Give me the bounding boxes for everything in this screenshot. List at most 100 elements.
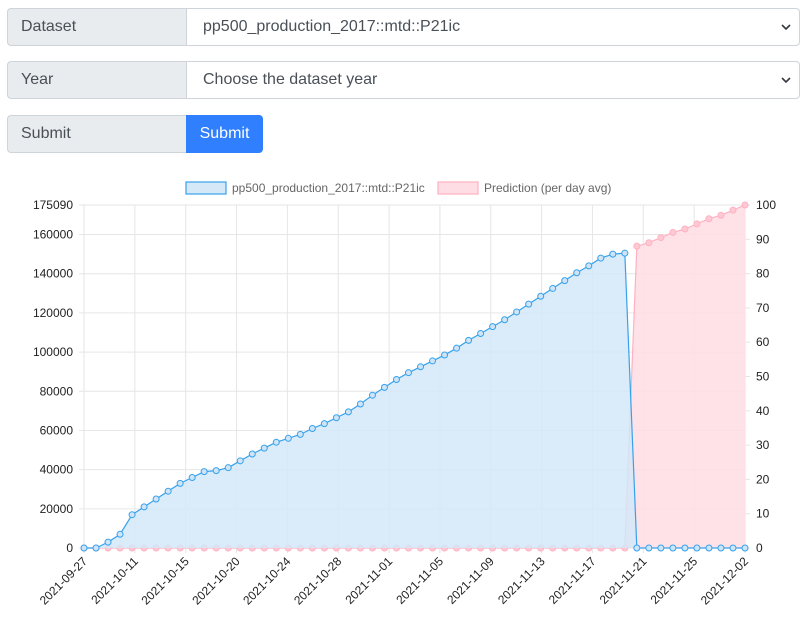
data-point <box>104 538 112 546</box>
data-point <box>320 420 328 428</box>
submit-label: Submit <box>7 115 186 153</box>
data-point <box>116 530 124 538</box>
y-right-tick-label: 0 <box>756 541 763 555</box>
data-point <box>609 250 617 258</box>
chevron-down-icon <box>781 77 791 84</box>
data-point <box>429 357 437 365</box>
x-tick-label: 2021-10-28 <box>291 554 345 608</box>
data-point <box>513 308 521 316</box>
data-point <box>92 544 100 552</box>
y-left-tick-label: 60000 <box>40 423 74 437</box>
chart-legend: pp500_production_2017::mtd::P21ic Predict… <box>185 181 611 195</box>
data-point <box>693 220 701 228</box>
y-left-tick-label: 100000 <box>33 345 73 359</box>
legend-swatch <box>437 181 479 195</box>
x-tick-label: 2021-11-05 <box>393 554 446 607</box>
data-point <box>681 544 689 552</box>
data-point <box>717 544 725 552</box>
dataset-select-value: pp500_production_2017::mtd::P21ic <box>203 18 461 35</box>
data-point <box>128 511 136 519</box>
data-point <box>417 363 425 371</box>
series-area <box>84 253 745 549</box>
x-tick-label: 2021-12-02 <box>698 554 752 608</box>
data-point <box>368 391 376 399</box>
y-left-tick-label: 120000 <box>33 306 73 320</box>
y-right-tick-label: 90 <box>756 232 770 246</box>
y-right-tick-label: 60 <box>756 335 770 349</box>
x-tick-label: 2021-11-25 <box>648 554 701 607</box>
data-point <box>477 329 485 337</box>
data-point <box>657 544 665 552</box>
dataset-label: Dataset <box>7 8 186 46</box>
y-right-tick-label: 30 <box>756 438 770 452</box>
data-point <box>645 544 653 552</box>
data-point <box>453 344 461 352</box>
data-point <box>741 201 749 209</box>
x-tick-label: 2021-11-09 <box>444 554 497 607</box>
chart-series <box>80 201 749 552</box>
chart: 2021-09-272021-10-112021-10-152021-10-20… <box>33 181 776 608</box>
submit-button[interactable]: Submit <box>186 115 263 153</box>
y-left-tick-label: 160000 <box>33 228 73 242</box>
data-point <box>344 408 352 416</box>
data-point <box>633 242 641 250</box>
legend-label: Prediction (per day avg) <box>484 181 611 195</box>
data-point <box>573 269 581 277</box>
year-label: Year <box>7 61 186 99</box>
data-point <box>296 430 304 438</box>
y-right-tick-label: 100 <box>756 198 776 212</box>
data-point <box>489 323 497 331</box>
data-point <box>308 425 316 432</box>
y-left-tick-label: 0 <box>66 541 73 555</box>
y-right-tick-label: 10 <box>756 507 770 521</box>
data-point <box>356 400 364 408</box>
y-left-tick-label: 20000 <box>40 502 74 516</box>
data-point <box>200 468 208 476</box>
data-point <box>717 211 725 219</box>
data-point <box>741 544 749 552</box>
data-point <box>164 487 172 495</box>
data-point <box>260 444 268 452</box>
x-tick-label: 2021-11-01 <box>343 554 396 607</box>
x-tick-label: 2021-10-11 <box>88 554 141 607</box>
data-point <box>152 495 160 503</box>
data-point <box>729 544 737 552</box>
year-select[interactable]: Choose the dataset year <box>186 61 800 99</box>
y-left-tick-label: 40000 <box>40 463 74 477</box>
data-point <box>621 249 629 257</box>
data-point <box>693 544 701 552</box>
legend-label: pp500_production_2017::mtd::P21ic <box>232 181 425 195</box>
data-point <box>380 383 388 391</box>
data-point <box>441 351 449 359</box>
data-point <box>392 376 400 384</box>
data-point <box>597 254 605 262</box>
data-point <box>272 438 280 446</box>
legend-swatch <box>185 181 227 195</box>
data-point <box>236 457 244 465</box>
data-point <box>332 414 340 422</box>
y-right-tick-label: 70 <box>756 301 770 315</box>
data-point <box>525 300 533 308</box>
y-left-tick-label: 175090 <box>33 198 73 212</box>
y-right-tick-label: 80 <box>756 267 770 281</box>
data-point <box>248 450 256 458</box>
year-select-value: Choose the dataset year <box>203 71 378 88</box>
x-tick-label: 2021-10-15 <box>139 554 193 608</box>
data-point <box>140 503 148 511</box>
data-point <box>176 479 184 487</box>
data-point <box>657 234 665 242</box>
y-right-tick-label: 20 <box>756 472 770 486</box>
y-right-tick-label: 50 <box>756 370 770 384</box>
dataset-select[interactable]: pp500_production_2017::mtd::P21ic <box>186 8 800 46</box>
x-tick-label: 2021-09-27 <box>37 554 91 608</box>
data-point <box>633 544 641 552</box>
data-point <box>404 369 412 377</box>
data-point <box>705 544 713 552</box>
submit-row: Submit Submit <box>7 115 263 153</box>
y-left-tick-label: 140000 <box>33 267 73 281</box>
x-tick-label: 2021-11-21 <box>597 554 650 607</box>
x-tick-label: 2021-10-24 <box>240 554 294 608</box>
x-tick-label: 2021-10-20 <box>189 554 243 608</box>
data-point <box>188 473 196 481</box>
dataset-row: Dataset pp500_production_2017::mtd::P21i… <box>7 8 800 46</box>
